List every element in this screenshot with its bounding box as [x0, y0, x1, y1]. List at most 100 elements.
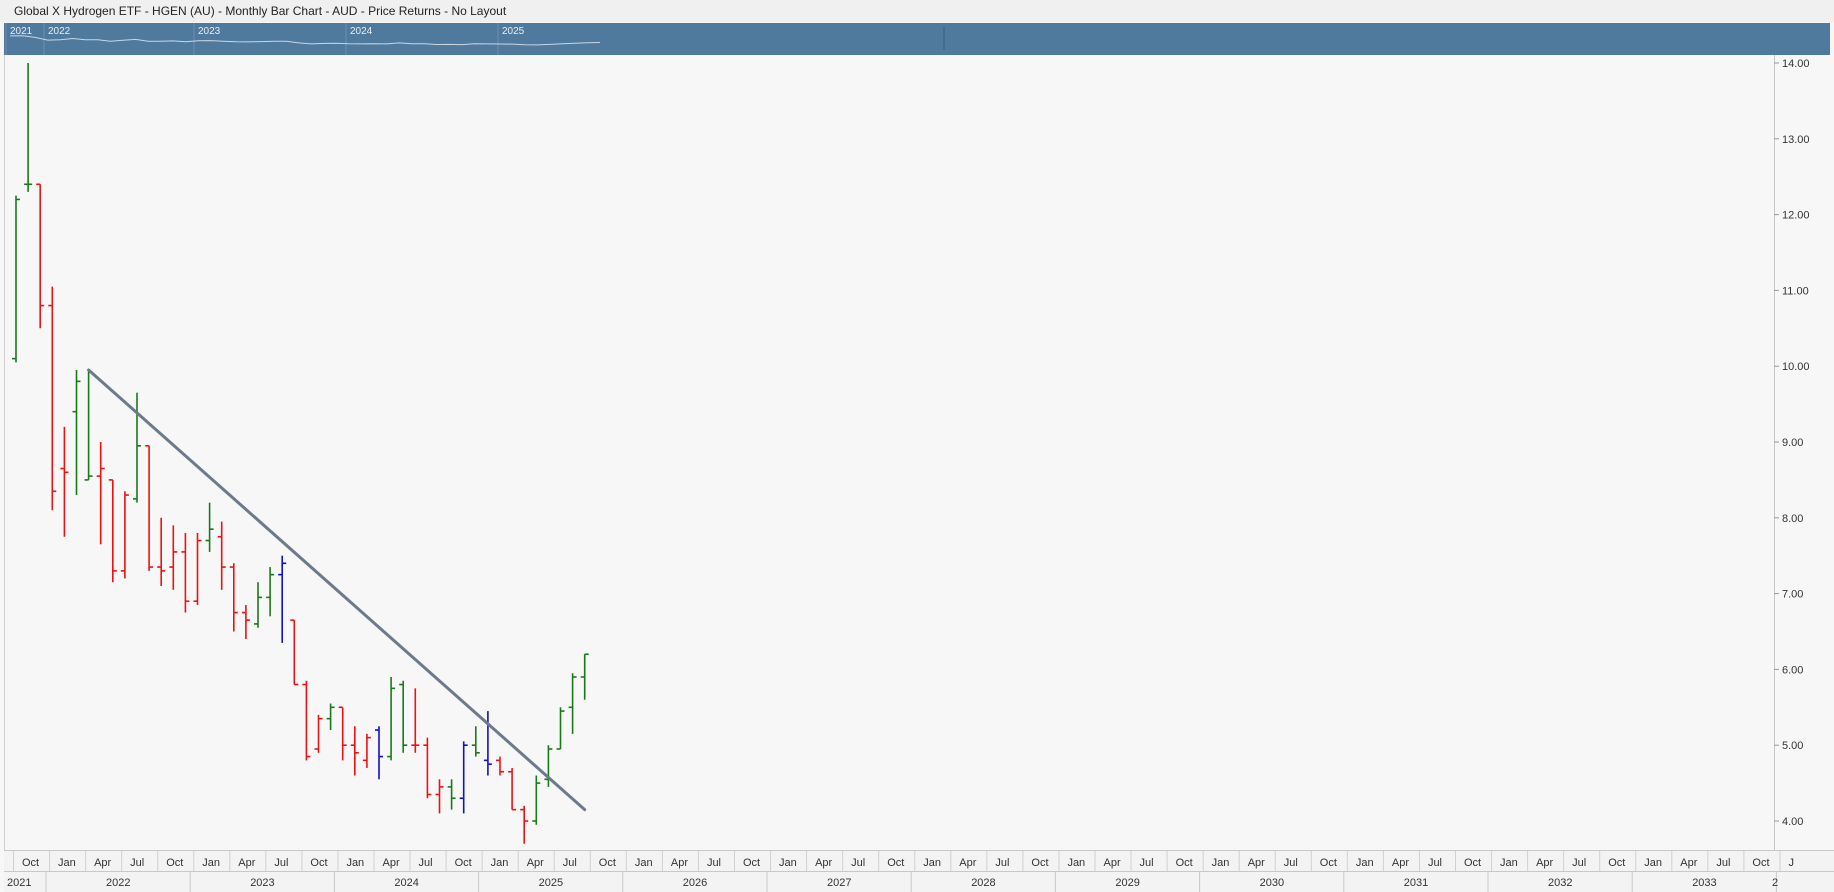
x-month-label: Jan [923, 857, 941, 869]
x-year-label: 2025 [539, 877, 563, 889]
ohlc-bar [120, 491, 129, 579]
ohlc-bar [459, 741, 468, 814]
y-tick-label: 11.00 [1782, 285, 1809, 297]
ohlc-bar [266, 567, 275, 617]
ohlc-bar [544, 745, 553, 787]
x-month-label: Jan [1356, 857, 1374, 869]
x-year-label: 2028 [971, 877, 995, 889]
plot-area[interactable] [4, 55, 1774, 850]
ohlc-bar [350, 726, 359, 776]
ohlc-bar [362, 733, 371, 768]
x-month-label: Oct [310, 857, 327, 869]
ohlc-bar [290, 619, 299, 686]
x-month-label: Oct [1608, 857, 1625, 869]
y-tick-label: 9.00 [1782, 437, 1803, 449]
x-month-label: Apr [1104, 857, 1121, 869]
x-month-label: Jul [1140, 857, 1154, 869]
x-month-label: Apr [1680, 857, 1697, 869]
x-month-label: Oct [1320, 857, 1337, 869]
x-month-label: Jan [202, 857, 220, 869]
x-month-label: Oct [1031, 857, 1048, 869]
navigator-year-label: 2022 [48, 26, 71, 37]
x-year-label: 2031 [1404, 877, 1428, 889]
ohlc-bar [580, 653, 589, 700]
ohlc-bar [84, 369, 93, 481]
ohlc-bar [217, 521, 226, 590]
y-tick-label: 12.00 [1782, 210, 1810, 222]
ohlc-bar [229, 563, 238, 632]
ohlc-bar [48, 286, 57, 511]
ohlc-bar [302, 680, 311, 761]
ohlc-bar [108, 479, 117, 583]
x-month-label: Oct [22, 857, 39, 869]
x-month-label: Oct [599, 857, 616, 869]
chart-title: Global X Hydrogen ETF - HGEN (AU) - Mont… [14, 4, 507, 18]
x-month-label: Oct [166, 857, 183, 869]
x-month-label: Jan [58, 857, 76, 869]
trendline[interactable] [87, 368, 587, 812]
ohlc-bar [254, 582, 262, 628]
x-month-label: Jan [779, 857, 797, 869]
x-month-label: Apr [959, 857, 976, 869]
ohlc-bar [36, 183, 45, 329]
x-axis-months: Oct Jan Apr Jul Oct Jan Apr Jul Oct Jan Apr Jul Oct J… [13, 851, 1794, 871]
ohlc-bar [205, 502, 214, 552]
ohlc-bar [169, 525, 178, 590]
x-month-label: Jul [1428, 857, 1442, 869]
ohlc-bar [96, 442, 105, 545]
navigator-strip[interactable]: 2021 2022 2023 2024 2025 [4, 23, 1830, 55]
title-bar [0, 0, 1834, 22]
x-month-label: Oct [1752, 857, 1769, 869]
x-year-label: 2 [1772, 877, 1778, 889]
y-tick-label: 7.00 [1782, 589, 1803, 601]
ohlc-bar [72, 369, 81, 496]
x-month-label: Oct [887, 857, 904, 869]
y-tick-label: 6.00 [1782, 664, 1803, 676]
ohlc-bar [411, 688, 420, 753]
x-month-label: Jul [1572, 857, 1586, 869]
ohlc-bar [447, 779, 456, 810]
x-month-label: Jul [1716, 857, 1730, 869]
x-month-label: Apr [527, 857, 544, 869]
ohlc-bar [435, 779, 444, 814]
navigator-background[interactable] [4, 23, 1830, 55]
x-year-label: 2029 [1115, 877, 1139, 889]
x-month-label: Oct [743, 857, 760, 869]
ohlc-bar [12, 195, 20, 363]
x-month-label: Jul [274, 857, 288, 869]
y-tick-label: 14.00 [1782, 58, 1810, 70]
ohlc-bar [496, 756, 504, 776]
x-year-label: 2021 [7, 877, 31, 889]
ohlc-bar [520, 805, 529, 844]
x-year-label: 2026 [683, 877, 707, 889]
ohlc-bar [387, 676, 396, 761]
x-month-label: Jul [995, 857, 1009, 869]
ohlc-bar [483, 711, 492, 776]
ohlc-bar [471, 726, 480, 757]
navigator-year-label: 2024 [350, 26, 373, 37]
x-month-label: Jul [563, 857, 577, 869]
x-month-label: Jan [1067, 857, 1085, 869]
y-tick-label: 4.00 [1782, 816, 1803, 828]
x-month-label: Apr [815, 857, 832, 869]
ohlc-bar [241, 604, 250, 640]
x-month-label: Apr [1536, 857, 1553, 869]
ohlc-bar [278, 555, 287, 643]
ohlc-bar [375, 726, 383, 780]
ohlc-bar [568, 673, 577, 734]
x-year-label: 2023 [250, 877, 274, 889]
x-month-label: Apr [383, 857, 400, 869]
x-axis-years: 2021 2022 2023 2024 2025 2026 2027 2028 2029 2030… [7, 872, 1778, 892]
ohlc-bar [314, 714, 323, 753]
x-month-label: Oct [455, 857, 472, 869]
x-year-label: 2024 [394, 877, 418, 889]
x-month-label: Jan [491, 857, 509, 869]
y-axis: 14.00 13.00 12.00 11.00 10.00 9.00 8.00 7.00 6.0… [1774, 58, 1810, 828]
navigator-year-label: 2021 [10, 26, 33, 37]
ohlc-bar [24, 63, 33, 192]
x-month-label: Oct [1176, 857, 1193, 869]
x-month-label: Jul [1284, 857, 1298, 869]
x-year-label: 2022 [106, 877, 130, 889]
ohlc-bar [338, 706, 347, 761]
